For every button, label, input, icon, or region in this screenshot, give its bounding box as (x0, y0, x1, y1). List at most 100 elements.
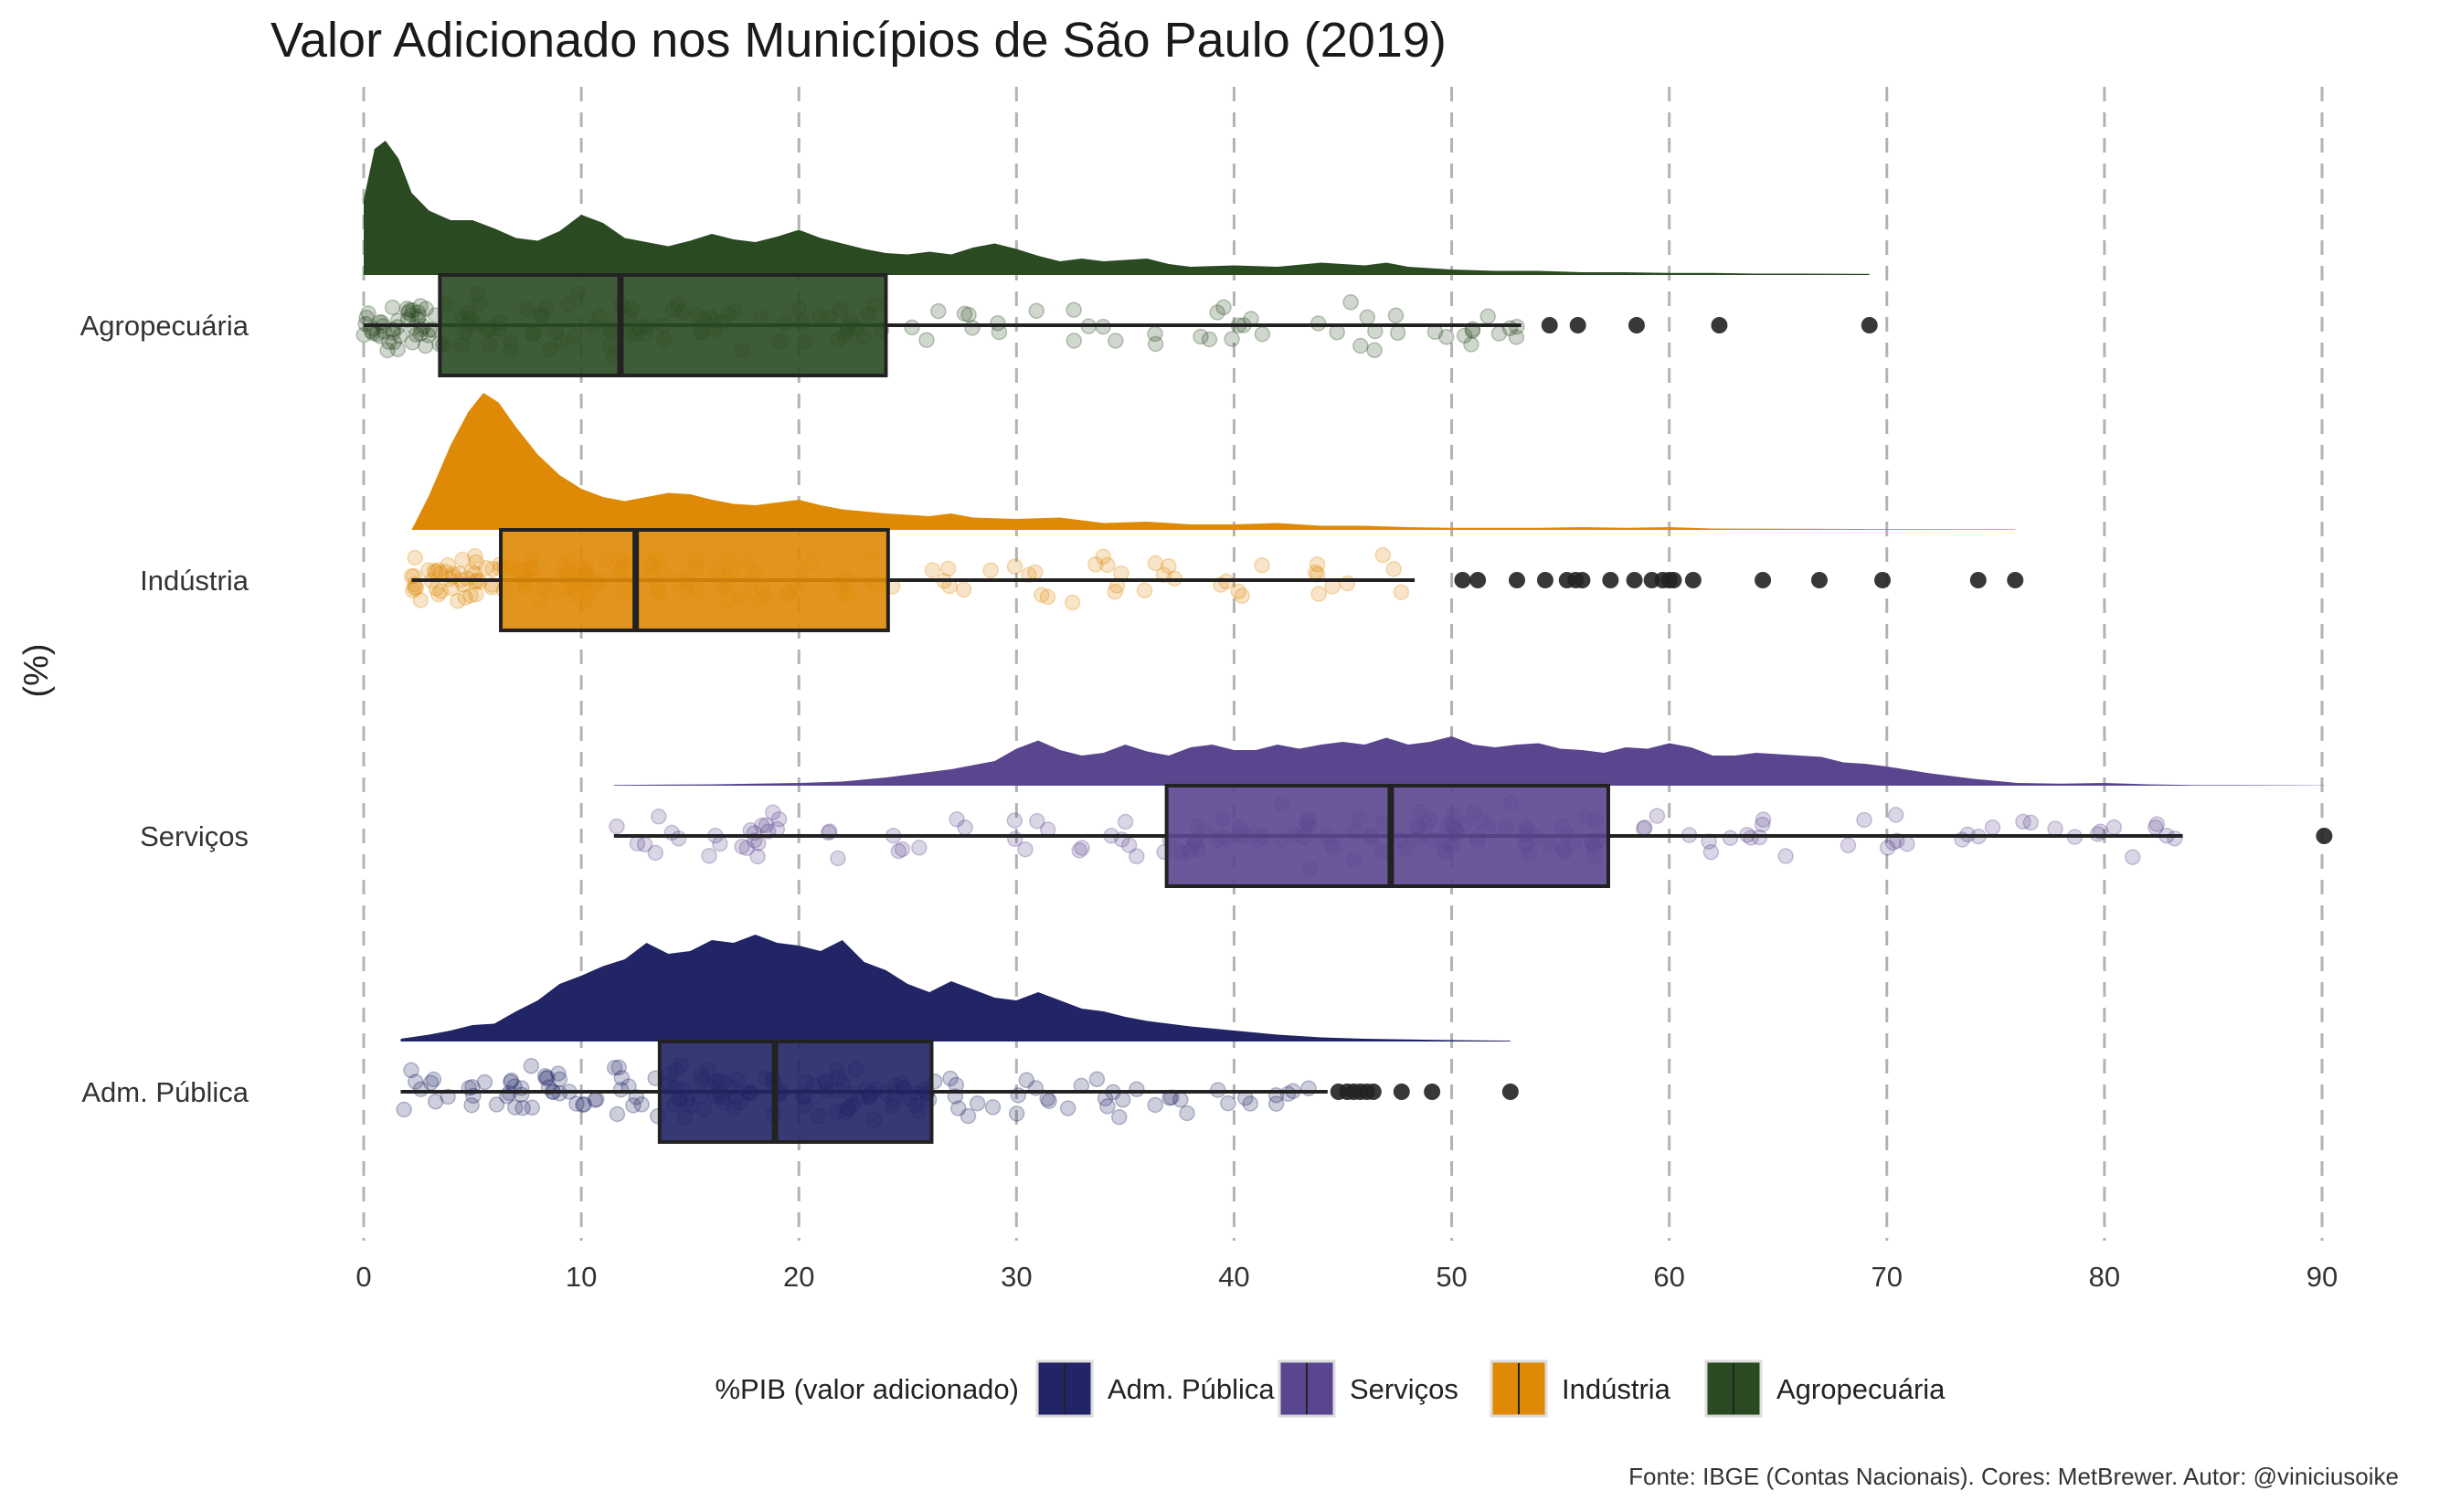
data-point (468, 554, 484, 571)
data-point (1006, 558, 1023, 575)
data-point (1310, 586, 1327, 602)
data-point (425, 1071, 442, 1088)
data-point (536, 1068, 554, 1084)
data-point (1088, 1071, 1106, 1088)
data-point (1147, 325, 1163, 343)
data-point (633, 1096, 650, 1113)
data-point (1329, 324, 1345, 341)
data-point (404, 301, 421, 319)
series-Serviços (609, 736, 2333, 888)
x-tick-label-60: 60 (1653, 1261, 1684, 1293)
data-point (1193, 328, 1209, 345)
data-point (355, 326, 372, 344)
data-point (506, 1099, 524, 1115)
data-point (1120, 837, 1138, 853)
data-point (610, 1059, 627, 1076)
data-point (550, 1065, 567, 1082)
data-point (503, 1073, 519, 1091)
data-point (1899, 835, 1915, 852)
data-point (1366, 342, 1383, 359)
data-point (418, 301, 434, 317)
data-point (398, 301, 416, 317)
data-point (440, 556, 457, 574)
x-tick-label-50: 50 (1436, 1261, 1467, 1293)
data-point (1437, 329, 1455, 345)
data-point (1840, 837, 1857, 854)
x-tick-label-90: 90 (2306, 1261, 2338, 1293)
data-point (468, 586, 484, 603)
data-point (523, 1058, 540, 1074)
data-point (1508, 329, 1525, 345)
outlier-point (1393, 1084, 1410, 1100)
data-point (551, 1071, 568, 1088)
data-point (396, 1101, 412, 1118)
data-point (1230, 583, 1246, 599)
outlier-point (1810, 572, 1828, 588)
data-point (404, 582, 421, 599)
data-point (1008, 1105, 1025, 1122)
data-point (401, 301, 419, 319)
data-point (389, 341, 406, 358)
data-point (419, 327, 437, 344)
grid-lines (362, 87, 2324, 1241)
outlier-point (2007, 572, 2024, 588)
data-point (426, 562, 443, 579)
data-point (417, 337, 434, 354)
data-point (1456, 327, 1473, 344)
data-point (904, 319, 920, 336)
data-point (1722, 830, 1739, 847)
data-point (1107, 584, 1123, 600)
data-point (1209, 304, 1225, 321)
data-point (463, 1096, 480, 1114)
data-point (1352, 337, 1369, 354)
data-point (1393, 584, 1410, 600)
data-point (1463, 336, 1479, 353)
data-point (403, 306, 420, 323)
data-point (613, 1070, 631, 1086)
data-point (454, 551, 472, 568)
data-point (894, 841, 911, 858)
data-point (911, 840, 928, 856)
outlier-point (1541, 317, 1558, 333)
data-point (1099, 556, 1116, 574)
data-point (1041, 1093, 1057, 1109)
outlier-point (1665, 572, 1682, 588)
outlier-point (1469, 572, 1487, 588)
data-point (1059, 1100, 1076, 1116)
data-point (1017, 841, 1034, 858)
data-point (1028, 302, 1045, 319)
data-point (609, 818, 625, 835)
density-3 (400, 935, 1511, 1041)
data-point (406, 319, 422, 336)
data-point (924, 562, 941, 578)
data-point (404, 334, 421, 351)
data-point (1066, 301, 1082, 318)
data-point (1071, 842, 1087, 859)
outlier-point (1454, 572, 1471, 588)
data-point (2124, 849, 2141, 866)
box-3 (657, 1040, 934, 1144)
x-tick-label-0: 0 (355, 1261, 371, 1293)
data-point (384, 299, 401, 316)
legend-title: %PIB (valor adicionado) (715, 1373, 1019, 1405)
data-point (982, 562, 999, 578)
series-Adm. Pública (396, 935, 1519, 1144)
data-point (939, 560, 957, 577)
data-point (514, 1099, 531, 1116)
data-point (1887, 807, 1904, 823)
data-point (408, 326, 425, 343)
data-point (1777, 848, 1794, 864)
data-point (450, 593, 466, 609)
box-0 (438, 273, 888, 377)
data-point (1129, 1081, 1145, 1098)
data-point (1224, 331, 1240, 347)
data-point (629, 835, 646, 852)
data-point (386, 333, 402, 351)
data-point (2015, 813, 2031, 830)
data-point (379, 342, 396, 359)
legend: %PIB (valor adicionado) Adm. Pública Serv… (715, 1359, 1946, 1418)
data-point (360, 305, 376, 322)
x-tick-label-10: 10 (566, 1261, 597, 1293)
data-point (1637, 819, 1653, 836)
